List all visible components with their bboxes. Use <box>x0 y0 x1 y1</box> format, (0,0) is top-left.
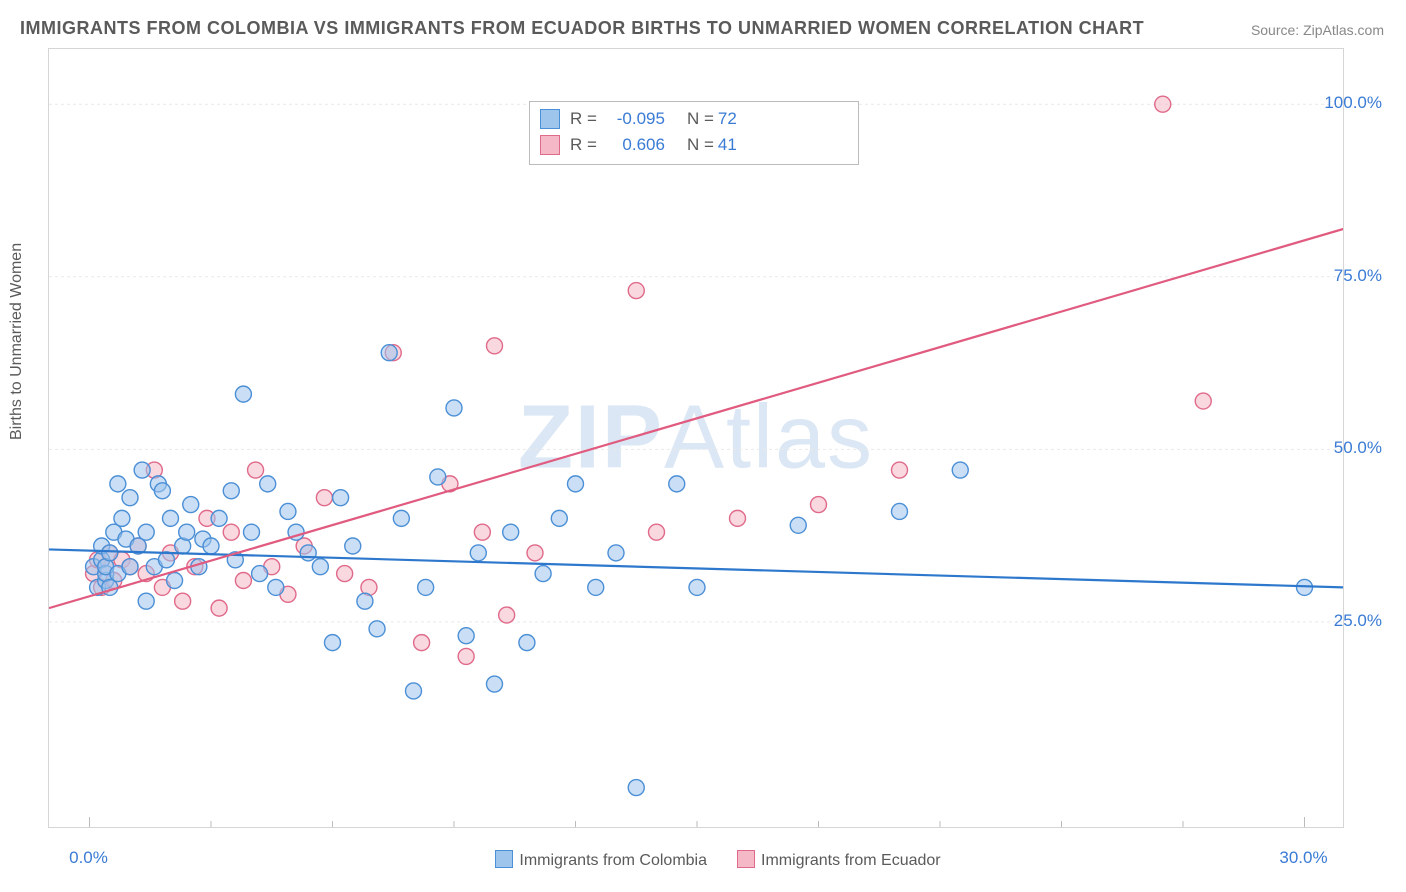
chart-svg <box>49 49 1343 827</box>
bottom-legend: Immigrants from Colombia Immigrants from … <box>0 850 1406 870</box>
stat-r-label: R = <box>570 135 597 155</box>
legend-series-label: Immigrants from Colombia <box>519 852 707 869</box>
stat-n-value: 41 <box>718 135 737 155</box>
stats-row: R =0.606 N =41 <box>540 132 848 158</box>
y-tick-label: 25.0% <box>1334 611 1382 631</box>
stats-row: R =-0.095 N =72 <box>540 106 848 132</box>
stats-legend-box: R =-0.095 N =72 R =0.606 N =41 <box>529 101 859 165</box>
source-label: Source: ZipAtlas.com <box>1251 22 1384 38</box>
legend-swatch <box>540 109 560 129</box>
legend-swatch <box>495 850 513 868</box>
y-axis-label: Births to Unmarried Women <box>8 243 26 440</box>
stat-n-value: 72 <box>718 109 737 129</box>
legend-swatch <box>737 850 755 868</box>
legend-series-label: Immigrants from Ecuador <box>761 852 941 869</box>
y-tick-label: 50.0% <box>1334 438 1382 458</box>
plot-area: ZIPAtlas R =-0.095N =72R =0.606N =41 <box>48 48 1344 828</box>
y-tick-label: 75.0% <box>1334 266 1382 286</box>
chart-title: IMMIGRANTS FROM COLOMBIA VS IMMIGRANTS F… <box>20 18 1144 39</box>
stat-n-label: N = <box>687 109 714 129</box>
stat-n-label: N = <box>687 135 714 155</box>
stat-r-label: R = <box>570 109 597 129</box>
stat-r-value: 0.606 <box>601 135 665 155</box>
legend-swatch <box>540 135 560 155</box>
y-tick-label: 100.0% <box>1324 93 1382 113</box>
stat-r-value: -0.095 <box>601 109 665 129</box>
